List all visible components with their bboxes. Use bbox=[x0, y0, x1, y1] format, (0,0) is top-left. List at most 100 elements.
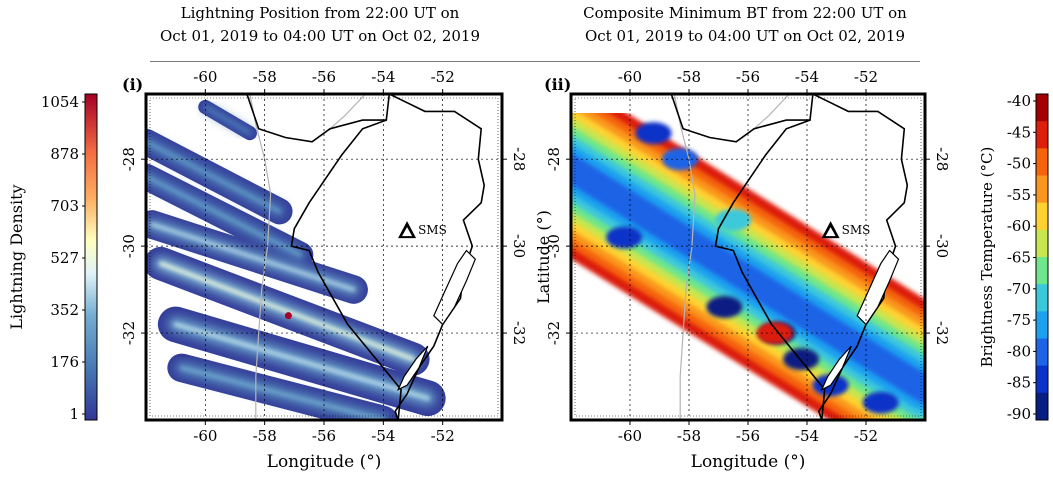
bt-colorbar-tick-label: -90 bbox=[1007, 405, 1031, 423]
bt-map-grid bbox=[571, 94, 925, 420]
lightning-colorbar-tick-label: 176 bbox=[50, 353, 79, 371]
x-tick-label-top: -60 bbox=[193, 68, 217, 86]
bt-map-ticks: -60 -60 -58 -58 -56 -56 -54 -54 -52 -52 -28 -28 -30 -… bbox=[545, 68, 951, 445]
bt-colorbar-tick-label: -65 bbox=[1007, 249, 1031, 267]
bt-colorbar-swatch bbox=[1036, 202, 1048, 231]
bt-field bbox=[571, 94, 925, 420]
lightning-band-streak bbox=[146, 140, 281, 213]
x-tick-label-bottom: -60 bbox=[193, 427, 217, 445]
lightning-colorbar: 1054 878 703 527 352 176 1 Lightning Density bbox=[7, 93, 98, 423]
panel-label-ii: (ii) bbox=[544, 75, 571, 94]
lightning-colorbar-tick-label: 527 bbox=[50, 249, 79, 267]
bt-colorbar-swatch bbox=[1036, 175, 1048, 204]
map-frame-inner bbox=[149, 97, 499, 417]
y-tick-label-right: -28 bbox=[933, 147, 951, 171]
left-title-line2: Oct 01, 2019 to 04:00 UT on Oct 02, 2019 bbox=[159, 27, 481, 45]
lightning-band-streak bbox=[158, 261, 415, 361]
x-tick-label-bottom: -60 bbox=[618, 427, 642, 445]
bt-colorbar-swatch bbox=[1036, 284, 1048, 312]
lightning-colorbar-tick-label: 1054 bbox=[41, 93, 79, 111]
y-tick-label-left: -28 bbox=[120, 147, 138, 171]
bt-cell bbox=[862, 391, 899, 414]
lightning-hotspot bbox=[284, 312, 292, 320]
y-tick-label-right: -30 bbox=[933, 234, 951, 258]
bt-colorbar-swatch bbox=[1036, 94, 1048, 122]
lightning-colorbar-gradient bbox=[84, 93, 98, 421]
bt-cell bbox=[635, 122, 672, 145]
bt-colorbar-swatch bbox=[1036, 311, 1048, 339]
x-tick-label-bottom: -58 bbox=[253, 427, 277, 445]
bt-colorbar-tick-label: -75 bbox=[1007, 311, 1031, 329]
bt-colorbar-tick-label: -80 bbox=[1007, 342, 1031, 360]
bt-colorbar-swatch bbox=[1036, 121, 1048, 149]
y-tick-label-left: -32 bbox=[120, 321, 138, 345]
x-tick-label-bottom: -52 bbox=[431, 427, 455, 445]
y-tick-label-right: -28 bbox=[510, 147, 528, 171]
bt-colorbar-swatch bbox=[1036, 257, 1048, 285]
lightning-x-axis-label: Longitude (°) bbox=[267, 452, 382, 472]
triangle-icon-inner bbox=[402, 227, 413, 237]
lagoon-outline bbox=[396, 345, 429, 391]
x-tick-label-bottom: -52 bbox=[854, 427, 878, 445]
bt-colorbar-tick-label: -45 bbox=[1007, 123, 1031, 141]
right-title-line1: Composite Minimum BT from 22:00 UT on bbox=[583, 4, 907, 22]
site-label: SMS bbox=[418, 223, 447, 237]
x-tick-label-top: -54 bbox=[795, 68, 819, 86]
x-tick-label-top: -56 bbox=[736, 68, 760, 86]
lightning-density-field bbox=[146, 99, 446, 420]
bt-site-marker: SMS bbox=[821, 221, 871, 239]
lightning-site-marker: SMS bbox=[398, 221, 447, 239]
bt-cell bbox=[706, 295, 743, 318]
y-tick-label-right: -30 bbox=[510, 234, 528, 258]
y-tick-label-left: -32 bbox=[545, 321, 563, 345]
lightning-colorbar-tick-label: 1 bbox=[69, 405, 79, 423]
map-frame-inner bbox=[574, 97, 922, 417]
lagoon-outline bbox=[820, 345, 852, 391]
brightness-temperature-map-panel: -60 -60 -58 -58 -56 -56 -54 -54 -52 -52 -28 -28 -30 -… bbox=[534, 68, 951, 472]
bt-contour-band bbox=[571, 152, 925, 403]
panel-label-i: (i) bbox=[122, 75, 143, 94]
bt-colorbar-swatches bbox=[1036, 94, 1048, 421]
bt-y-axis-label: Latitude (°) bbox=[534, 210, 553, 304]
river-line bbox=[753, 94, 790, 130]
bt-colorbar-tick-label: -50 bbox=[1007, 155, 1031, 173]
x-tick-label-top: -52 bbox=[431, 68, 455, 86]
y-tick-label-left: -28 bbox=[545, 147, 563, 171]
lightning-map-ticks: -60 -60 -58 -58 -56 -56 -54 -54 -52 -52 -28 -28 -30 -… bbox=[120, 68, 528, 445]
bt-colorbar-swatch bbox=[1036, 148, 1048, 176]
x-tick-label-top: -54 bbox=[371, 68, 395, 86]
state-border bbox=[714, 119, 826, 420]
lightning-colorbar-tick-label: 878 bbox=[50, 145, 79, 163]
x-tick-label-top: -58 bbox=[677, 68, 701, 86]
x-tick-label-bottom: -58 bbox=[677, 427, 701, 445]
x-tick-label-bottom: -56 bbox=[312, 427, 336, 445]
x-tick-label-bottom: -56 bbox=[736, 427, 760, 445]
bt-colorbar: -40 -45 -50 -55 -60 -65 -70 -75 -80 -85 -90 Bright… bbox=[978, 92, 1049, 423]
river-line bbox=[329, 94, 366, 130]
bt-colorbar-tick-label: -85 bbox=[1007, 374, 1031, 392]
lightning-band-streak bbox=[146, 175, 302, 257]
right-title-line2: Oct 01, 2019 to 04:00 UT on Oct 02, 2019 bbox=[584, 27, 906, 45]
y-tick-label-left: -30 bbox=[545, 234, 563, 258]
lightning-band-streak bbox=[204, 106, 251, 134]
lightning-map-grid bbox=[146, 94, 502, 420]
left-panel-title: Lightning Position from 22:00 UT on Oct … bbox=[120, 2, 520, 48]
right-panel-title: Composite Minimum BT from 22:00 UT on Oc… bbox=[545, 2, 945, 48]
bt-colorbar-swatch bbox=[1036, 365, 1048, 394]
y-tick-label-right: -32 bbox=[933, 321, 951, 345]
lightning-map-panel: -60 -60 -58 -58 -56 -56 -54 -54 -52 -52 -28 -28 -30 -… bbox=[120, 68, 528, 472]
bt-cell bbox=[783, 348, 820, 371]
lightning-colorbar-tick-label: 703 bbox=[50, 197, 79, 215]
x-tick-label-top: -56 bbox=[312, 68, 336, 86]
x-tick-label-top: -60 bbox=[618, 68, 642, 86]
left-title-line1: Lightning Position from 22:00 UT on bbox=[180, 4, 460, 22]
coastline bbox=[246, 94, 486, 420]
site-label: SMS bbox=[842, 223, 871, 237]
lightning-map-overlay bbox=[246, 94, 486, 420]
bt-colorbar-tick-label: -55 bbox=[1007, 186, 1031, 204]
x-tick-label-bottom: -54 bbox=[795, 427, 819, 445]
lightning-band-streak bbox=[173, 322, 430, 401]
bt-colorbar-swatch bbox=[1036, 392, 1048, 421]
x-tick-label-top: -52 bbox=[854, 68, 878, 86]
